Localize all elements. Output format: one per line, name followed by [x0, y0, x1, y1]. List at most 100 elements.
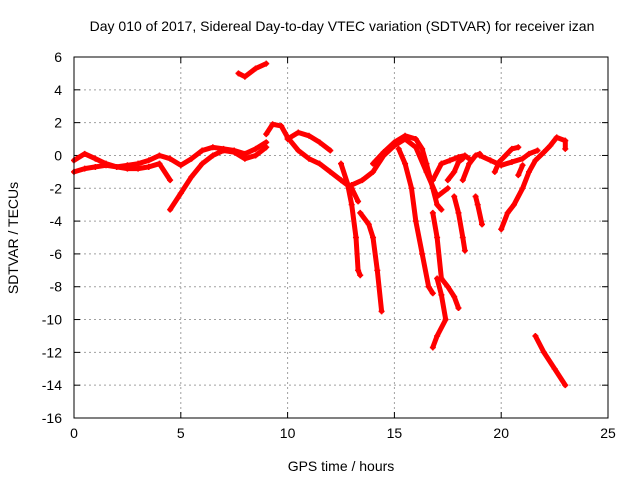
data-point [474, 201, 481, 208]
data-point [263, 144, 270, 151]
y-tick-label: -14 [42, 377, 62, 393]
data-point [278, 122, 285, 129]
data-point [519, 185, 526, 192]
data-point [357, 272, 364, 279]
data-point [446, 157, 453, 164]
data-point [241, 155, 248, 162]
data-point [199, 160, 206, 167]
data-point [305, 132, 312, 139]
data-point [209, 152, 216, 159]
data-point [231, 149, 238, 156]
data-point [391, 139, 398, 146]
x-tick-label: 0 [70, 425, 78, 441]
plot-frame [73, 56, 609, 419]
data-point [327, 168, 334, 175]
data-point [562, 382, 569, 389]
data-point [508, 159, 515, 166]
series-arc-10 [370, 133, 444, 213]
data-point [81, 150, 88, 157]
data-point [188, 173, 195, 180]
data-point [395, 145, 402, 152]
data-point [124, 165, 131, 172]
data-point [429, 177, 436, 184]
data-series [71, 60, 569, 389]
data-point [451, 168, 458, 175]
data-point [429, 185, 436, 192]
data-point [378, 308, 385, 315]
data-point [444, 177, 451, 184]
data-point [434, 275, 441, 282]
data-point [263, 60, 270, 67]
y-tick-label: 4 [54, 82, 62, 98]
data-point [451, 193, 458, 200]
data-point [434, 201, 441, 208]
data-point [478, 221, 485, 228]
data-point [355, 267, 362, 274]
series-arc-15 [445, 156, 466, 183]
data-point [451, 293, 458, 300]
data-point [263, 131, 270, 138]
data-point [562, 137, 569, 144]
data-point [167, 155, 174, 162]
data-point [177, 190, 184, 197]
data-point [348, 201, 355, 208]
data-point [370, 234, 377, 241]
data-point [370, 160, 377, 167]
data-point [92, 155, 99, 162]
data-point [438, 160, 445, 167]
x-tick-label: 5 [177, 425, 185, 441]
data-point [496, 159, 503, 166]
data-point [359, 177, 366, 184]
data-point [515, 172, 522, 179]
data-point [177, 162, 184, 169]
data-point [412, 144, 419, 151]
data-point [81, 165, 88, 172]
data-point [235, 70, 242, 77]
data-point [491, 168, 498, 175]
data-point [419, 250, 426, 257]
data-point [540, 349, 547, 356]
data-point [338, 160, 344, 167]
data-point [241, 73, 248, 80]
data-point [455, 305, 462, 312]
data-point [252, 65, 259, 72]
data-point [156, 152, 163, 159]
y-tick-label: -6 [50, 246, 63, 262]
data-point [92, 163, 99, 170]
data-point [423, 160, 430, 167]
data-point [540, 149, 547, 156]
data-point [327, 147, 334, 154]
data-point [167, 177, 174, 184]
series-arc-22 [532, 333, 568, 388]
data-point [365, 221, 372, 228]
x-tick-label: 20 [493, 425, 509, 441]
data-point [547, 142, 554, 149]
data-point [145, 163, 152, 170]
data-point [357, 209, 364, 216]
series-arc-9 [357, 210, 385, 314]
x-tick-label: 15 [387, 425, 403, 441]
data-point [295, 147, 302, 154]
data-point [498, 226, 505, 233]
data-point [252, 152, 259, 159]
data-point [295, 129, 302, 136]
data-point [459, 234, 466, 241]
data-point [338, 177, 344, 184]
y-tick-label: -8 [50, 279, 63, 295]
data-point [355, 198, 362, 205]
data-point [402, 160, 409, 167]
data-point [438, 291, 445, 298]
data-point [504, 209, 511, 216]
y-tick-label: -16 [42, 410, 62, 426]
y-tick-label: -10 [42, 312, 62, 328]
data-point [519, 155, 526, 162]
data-point [344, 180, 351, 187]
data-point [113, 163, 120, 170]
y-axis-label: SDTVAR / TECUs [5, 182, 21, 294]
data-point [525, 168, 532, 175]
data-point [534, 147, 541, 154]
data-point [511, 201, 518, 208]
data-point [502, 152, 509, 159]
chart-title: Day 010 of 2017, Sidereal Day-to-day VTE… [90, 18, 595, 34]
